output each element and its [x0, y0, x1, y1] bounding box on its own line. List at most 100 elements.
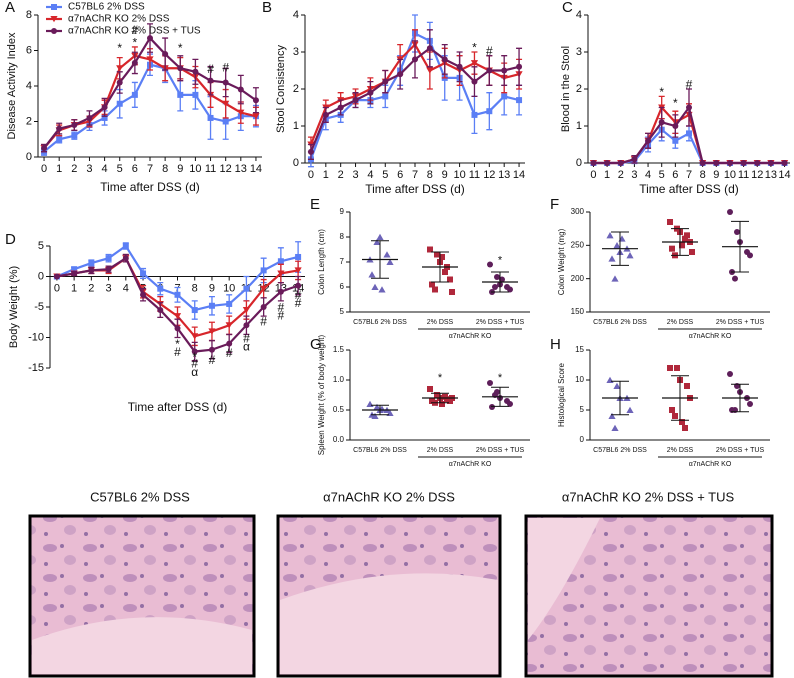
marker — [386, 258, 394, 265]
marker — [682, 425, 688, 431]
x-tick-label: 13 — [235, 163, 247, 175]
marker — [492, 284, 498, 290]
marker — [260, 285, 268, 292]
x-tick-label: 11 — [205, 163, 216, 175]
group-label: α7nAChR KO — [449, 333, 492, 340]
y-tick-label: 5 — [38, 240, 44, 252]
group-label: α7nAChR KO — [449, 461, 492, 468]
marker — [470, 60, 479, 67]
x-tick-label: C57BL6 2% DSS — [593, 447, 647, 454]
y-tick-label: 1 — [576, 120, 582, 132]
marker — [501, 93, 508, 100]
image-caption: α7nAChR KO 2% DSS — [323, 489, 455, 504]
marker — [682, 235, 688, 242]
x-tick-label: 10 — [724, 169, 736, 181]
marker — [727, 209, 733, 215]
x-tick-label: 2% DSS — [667, 319, 694, 326]
annotation: # — [686, 77, 693, 91]
legend-label: α7nAChR KO 2% DSS + TUS — [68, 26, 201, 37]
y-axis-label: Colon Weight (mg) — [557, 228, 566, 295]
annotation: * — [673, 96, 678, 110]
marker — [432, 286, 438, 293]
annotation: # — [295, 296, 302, 310]
x-axis-label: Time after DSS (d) — [639, 182, 739, 196]
marker — [667, 219, 673, 225]
x-tick-label: 10 — [453, 169, 465, 181]
panel-label: F — [550, 196, 559, 213]
y-tick-label: 0.5 — [333, 405, 345, 414]
marker — [507, 286, 513, 293]
y-tick-label: 2 — [293, 83, 299, 95]
marker — [754, 160, 761, 166]
x-tick-label: 12 — [751, 169, 763, 181]
marker — [449, 289, 455, 295]
legend-label: α7nAChR KO 2% DSS — [68, 14, 170, 25]
x-tick-label: 2 — [338, 169, 344, 181]
annotation: * — [498, 372, 503, 384]
annotation: # — [486, 44, 493, 58]
y-tick-label: 150 — [571, 307, 585, 316]
marker — [41, 145, 48, 152]
x-tick-label: 2% DSS + TUS — [716, 319, 765, 326]
marker — [86, 114, 93, 121]
marker — [679, 419, 685, 425]
marker — [383, 251, 391, 258]
marker — [295, 253, 302, 260]
marker — [447, 276, 453, 283]
x-tick-label: 1 — [56, 163, 62, 175]
marker — [222, 100, 230, 108]
marker — [71, 122, 78, 129]
marker — [732, 275, 738, 282]
marker — [147, 35, 153, 42]
annotation: * — [472, 40, 477, 54]
x-tick-label: 8 — [192, 282, 198, 294]
marker — [501, 67, 508, 74]
marker — [781, 160, 788, 166]
legend-label: C57BL6 2% DSS — [68, 2, 145, 13]
marker — [617, 160, 624, 166]
marker — [487, 380, 493, 386]
y-tick-label: 0 — [38, 270, 44, 282]
y-tick-label: 7 — [340, 257, 345, 266]
annotation: α — [243, 339, 250, 353]
y-tick-label: 2 — [576, 83, 582, 95]
y-axis-label: Colon Length (cm) — [317, 229, 326, 295]
group-label: α7nAChR KO — [689, 461, 732, 468]
x-tick-label: 9 — [442, 169, 448, 181]
image-caption: α7nAChR KO 2% DSS + TUS — [562, 489, 735, 504]
marker — [382, 93, 389, 100]
y-tick-label: 6 — [340, 282, 345, 291]
x-tick-label: 9 — [713, 169, 719, 181]
x-tick-label: 10 — [223, 282, 235, 294]
y-axis-label: Body Weight (%) — [8, 266, 20, 348]
x-tick-label: 8 — [427, 169, 433, 181]
annotation: # — [132, 23, 139, 37]
marker — [71, 132, 78, 139]
marker — [686, 130, 692, 137]
marker — [378, 286, 386, 293]
y-tick-label: 0 — [576, 157, 582, 169]
marker — [441, 56, 448, 63]
x-tick-label: 9 — [177, 163, 183, 175]
marker — [434, 251, 440, 258]
tissue-layer — [32, 617, 252, 674]
marker — [713, 160, 720, 166]
x-tick-label: C57BL6 2% DSS — [593, 319, 647, 326]
marker — [243, 285, 250, 292]
marker — [747, 401, 753, 407]
y-tick-label: 0 — [293, 157, 299, 169]
marker — [173, 313, 182, 320]
marker — [294, 267, 302, 274]
marker — [51, 28, 57, 34]
marker — [140, 270, 147, 277]
x-tick-label: 4 — [102, 163, 108, 175]
marker — [684, 383, 690, 389]
x-tick-label: 0 — [54, 282, 60, 294]
marker — [242, 307, 251, 314]
marker — [667, 365, 673, 371]
marker — [71, 266, 78, 273]
marker — [516, 97, 523, 104]
marker — [322, 111, 329, 118]
x-tick-label: 7 — [412, 169, 418, 181]
marker — [367, 89, 374, 96]
